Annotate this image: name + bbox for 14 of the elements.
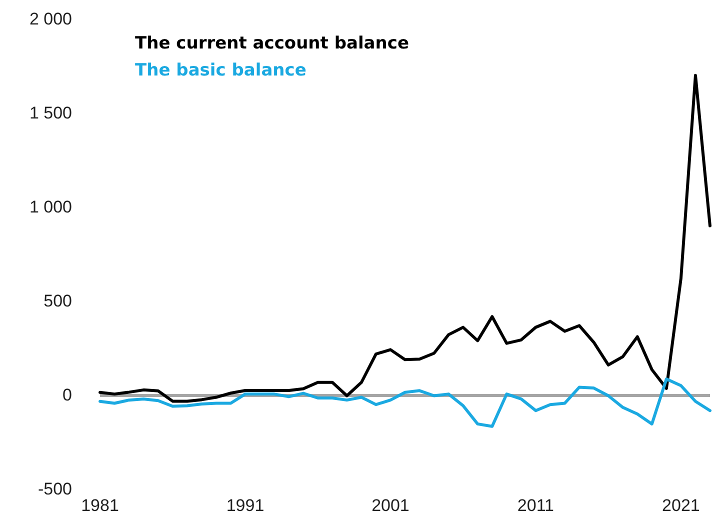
x-tick-label: 1991 bbox=[226, 496, 264, 515]
x-tick-label: 2011 bbox=[517, 496, 554, 515]
y-tick-label: 1 500 bbox=[29, 104, 72, 122]
y-tick-label: -500 bbox=[38, 480, 72, 498]
line-series bbox=[98, 378, 712, 428]
x-tick-label: 2001 bbox=[372, 496, 410, 515]
text: The basic balance bbox=[135, 60, 306, 80]
y-tick-label: 2 000 bbox=[29, 10, 72, 28]
y-tick-label: 0 bbox=[62, 386, 72, 404]
x-tick-label: 1981 bbox=[81, 496, 119, 515]
y-tick-label: 500 bbox=[44, 292, 72, 310]
text: The current account balance bbox=[135, 34, 409, 54]
x-tick-label: 2021 bbox=[662, 496, 700, 515]
y-tick-label: 1 000 bbox=[29, 198, 72, 216]
